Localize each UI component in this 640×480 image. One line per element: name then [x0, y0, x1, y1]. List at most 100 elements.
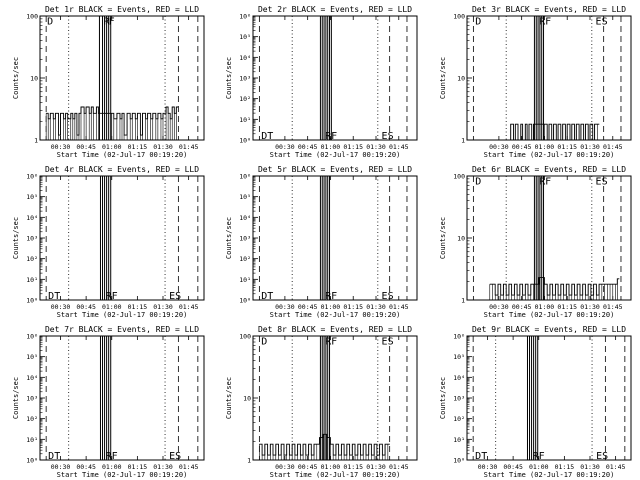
y-tick-label: 10⁶	[239, 173, 251, 181]
x-axis-label: Start Time (02-Jul-17 00:19:20)	[270, 471, 401, 479]
y-tick-label: 100	[26, 13, 38, 21]
det-panel-6: Det 6r BLACK = Events, RED = LLD 00:30 00:…	[439, 165, 632, 319]
y-axis-label: Counts/sec	[225, 57, 233, 99]
y-axis-label: Counts/sec	[12, 377, 20, 419]
marker-annotation: F	[109, 16, 115, 27]
x-tick-label: 01:30	[153, 463, 173, 471]
y-axis-label: Counts/sec	[12, 217, 20, 259]
y-tick-label: 10⁰	[26, 297, 38, 305]
x-tick-label: 01:45	[179, 303, 199, 311]
y-tick-label: 10¹	[239, 276, 251, 284]
marker-annotation: D	[47, 16, 53, 27]
plot-frame	[252, 335, 418, 461]
x-tick-label: 01:30	[366, 303, 386, 311]
y-tick-label: 10⁰	[453, 457, 465, 465]
x-tick-label: 01:45	[389, 463, 409, 471]
y-tick-label: 10	[243, 395, 251, 403]
x-tick-label: 01:00	[102, 303, 122, 311]
marker-annotation: RF	[325, 131, 337, 142]
x-tick-label: 01:30	[153, 303, 173, 311]
marker-annotation: RF	[533, 451, 545, 462]
plot-frame	[39, 175, 205, 301]
det-panel-3: Det 3r BLACK = Events, RED = LLD 00:30 00:…	[439, 5, 632, 159]
marker-annotation: RF	[325, 336, 337, 347]
panel-title: Det 7r BLACK = Events, RED = LLD	[45, 325, 199, 334]
y-tick-label: 10⁶	[26, 173, 38, 181]
x-tick-label: 01:00	[321, 463, 341, 471]
y-tick-label: 10⁵	[26, 353, 38, 361]
y-tick-label: 10³	[453, 395, 465, 403]
panel-title: Det 6r BLACK = Events, RED = LLD	[472, 165, 626, 174]
y-tick-label: 100	[453, 173, 465, 181]
marker-annotation: DT	[261, 291, 273, 302]
y-axis-label: Counts/sec	[12, 57, 20, 99]
y-tick-label: 10	[457, 235, 465, 243]
x-tick-label: 00:30	[275, 143, 295, 151]
panel-title: Det 4r BLACK = Events, RED = LLD	[45, 165, 199, 174]
marker-annotation: ES	[169, 291, 181, 302]
det-panel-9: Det 9r BLACK = Events, RED = LLD 00:30 00:…	[439, 325, 632, 479]
y-tick-label: 10²	[26, 415, 38, 423]
y-tick-label: 10¹	[26, 436, 38, 444]
y-tick-label: 10³	[26, 395, 38, 403]
y-tick-label: 1	[461, 137, 465, 145]
y-tick-label: 10⁵	[26, 193, 38, 201]
marker-annotation: RF	[106, 291, 118, 302]
x-axis-label: Start Time (02-Jul-17 00:19:20)	[57, 151, 188, 159]
x-axis-label: Start Time (02-Jul-17 00:19:20)	[57, 311, 188, 319]
y-tick-label: 10⁴	[239, 54, 251, 62]
marker-annotation: ES	[596, 16, 608, 27]
y-tick-label: 10⁴	[453, 374, 465, 382]
y-tick-label: 10²	[239, 255, 251, 263]
y-tick-label: 1	[247, 457, 251, 465]
marker-annotation: D	[475, 176, 481, 187]
x-tick-label: 01:15	[555, 463, 575, 471]
y-tick-label: 10¹	[26, 276, 38, 284]
y-tick-label: 10	[30, 75, 38, 83]
panel-title: Det 5r BLACK = Events, RED = LLD	[258, 165, 412, 174]
x-tick-label: 01:45	[389, 143, 409, 151]
x-tick-label: 00:45	[76, 463, 96, 471]
y-axis-label: Counts/sec	[439, 57, 447, 99]
marker-annotation: RF	[539, 176, 551, 187]
marker-annotation: ES	[382, 336, 394, 347]
x-tick-label: 01:15	[128, 303, 148, 311]
plot-frame	[466, 175, 632, 301]
x-tick-label: 01:15	[557, 143, 577, 151]
panel-title: Det 3r BLACK = Events, RED = LLD	[472, 5, 626, 14]
x-tick-label: 01:45	[606, 463, 626, 471]
y-tick-label: 10⁴	[26, 214, 38, 222]
y-tick-label: 10⁶	[239, 13, 251, 21]
marker-annotation: D	[475, 16, 481, 27]
x-tick-label: 00:30	[51, 303, 71, 311]
x-tick-label: 01:45	[389, 303, 409, 311]
y-axis-label: Counts/sec	[225, 217, 233, 259]
y-tick-label: 10²	[453, 415, 465, 423]
x-tick-label: 01:00	[321, 303, 341, 311]
y-tick-label: 10⁰	[239, 137, 251, 145]
y-tick-label: 10⁶	[453, 333, 465, 341]
y-axis-label: Counts/sec	[439, 377, 447, 419]
y-tick-label: 10²	[239, 95, 251, 103]
x-tick-label: 01:30	[580, 303, 600, 311]
x-axis-label: Start Time (02-Jul-17 00:19:20)	[57, 471, 188, 479]
x-axis-label: Start Time (02-Jul-17 00:19:20)	[270, 311, 401, 319]
x-tick-label: 01:30	[153, 143, 173, 151]
marker-annotation: RF	[325, 291, 337, 302]
plot-frame	[466, 15, 632, 141]
x-tick-label: 00:45	[503, 463, 523, 471]
marker-annotation: R	[104, 16, 111, 27]
marker-annotation: RF	[539, 16, 551, 27]
x-tick-label: 00:45	[512, 143, 532, 151]
x-tick-label: 00:45	[298, 303, 318, 311]
x-tick-label: 01:45	[179, 463, 199, 471]
plot-frame	[39, 335, 205, 461]
marker-annotation: DT	[475, 451, 487, 462]
x-tick-label: 00:30	[51, 463, 71, 471]
x-tick-label: 01:00	[102, 463, 122, 471]
x-axis-label: Start Time (02-Jul-17 00:19:20)	[484, 151, 615, 159]
x-tick-label: 01:45	[179, 143, 199, 151]
marker-annotation: RF	[106, 451, 118, 462]
det-panel-1: Det 1r BLACK = Events, RED = LLD 00:30 00:…	[12, 5, 205, 159]
